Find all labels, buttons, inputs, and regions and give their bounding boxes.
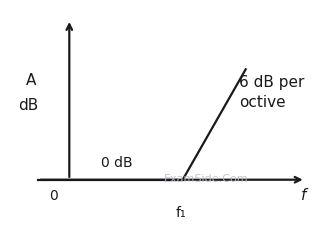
Text: dB: dB [18, 98, 38, 112]
Text: f₁: f₁ [176, 206, 186, 220]
Text: ExamSide.Com: ExamSide.Com [164, 174, 249, 184]
Text: f: f [301, 188, 307, 202]
Text: 6 dB per
octive: 6 dB per octive [239, 75, 305, 110]
Text: A: A [26, 72, 37, 88]
Text: 0: 0 [49, 188, 58, 202]
Text: 0 dB: 0 dB [101, 156, 132, 170]
